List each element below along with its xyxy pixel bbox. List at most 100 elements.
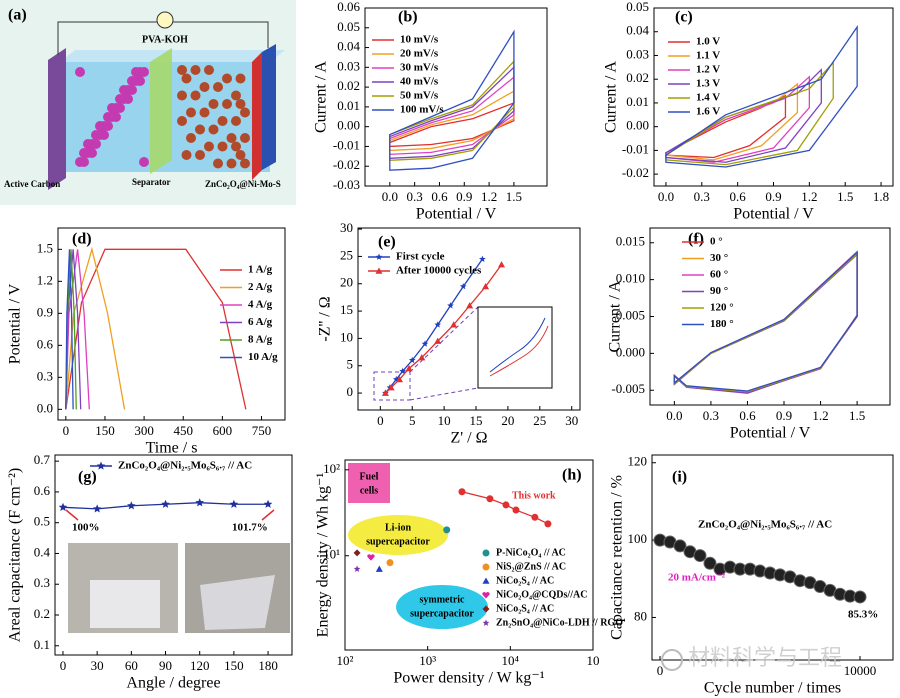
y-tick-label: -0.03: [333, 177, 360, 192]
ion: [91, 130, 101, 140]
series-line: [65, 249, 74, 410]
marker: [421, 340, 429, 347]
annotation: cells: [360, 485, 378, 496]
photo-device: [90, 580, 160, 628]
series-line: [673, 250, 858, 394]
electrode-label: Active Carbon: [4, 179, 60, 189]
ion: [119, 85, 129, 95]
y-tick-label: 0.3: [34, 575, 50, 590]
panel-label: (d): [72, 231, 92, 248]
legend-marker: [375, 267, 383, 274]
particle: [240, 107, 250, 118]
ion: [139, 157, 149, 167]
x-tick-label: 120: [190, 658, 210, 673]
zoom-line: [409, 387, 479, 401]
marker: [92, 504, 102, 513]
annotation: Fuel: [360, 471, 379, 482]
x-tick-label: 0: [377, 413, 384, 428]
watermark-icon: [661, 649, 683, 671]
y-tick-label: 5: [347, 357, 354, 372]
particle: [213, 158, 223, 169]
legend-label: 1.4 V: [696, 92, 720, 104]
region: [348, 463, 390, 503]
legend-marker: [482, 563, 490, 571]
legend-label: 30 mV/s: [400, 62, 439, 74]
tank-top: [60, 50, 285, 62]
marker: [161, 499, 170, 508]
y-tick-label: 0: [347, 384, 354, 399]
y-tick-label: 0.03: [337, 58, 360, 73]
x-tick-label: 0: [63, 423, 70, 438]
y-tick-label: 0.7: [34, 452, 51, 467]
legend-marker: [482, 619, 490, 626]
particle: [186, 133, 196, 143]
legend-label: 60 °: [710, 269, 728, 281]
electrolyte-label: PVA-KOH: [142, 34, 188, 45]
x-axis-label: Power density / W kg⁻¹: [393, 670, 545, 687]
y-tick-label: 0.3: [37, 368, 53, 383]
marker: [353, 565, 361, 572]
particle: [240, 158, 250, 169]
plot-frame: [54, 454, 293, 656]
x-tick-label: 1.5: [849, 408, 865, 423]
wire: [57, 21, 158, 55]
y-axis-label: Potential / V: [7, 283, 24, 364]
marker: [434, 337, 442, 344]
y-tick-label: -0.02: [333, 157, 360, 172]
x-tick-label: 5: [409, 413, 416, 428]
marker: [447, 302, 454, 309]
marker: [531, 513, 539, 521]
series-line: [665, 94, 787, 159]
particle: [204, 141, 214, 152]
x-tick-label: 600: [213, 423, 233, 438]
marker: [544, 520, 552, 528]
legend-label: 10 mV/s: [400, 34, 439, 46]
inset-curve: [489, 325, 549, 377]
annotation: Li-ion: [385, 522, 412, 533]
plot-frame: [357, 227, 581, 411]
marker: [502, 501, 510, 509]
x-tick-label: 750: [252, 423, 272, 438]
marker: [450, 321, 458, 328]
panel-label: (e): [378, 234, 396, 251]
marker: [375, 565, 383, 572]
y-tick-label: 25: [340, 247, 353, 262]
x-tick-label: 60: [125, 658, 138, 673]
current-collector: [262, 44, 276, 170]
series-line: [665, 24, 858, 168]
marker: [498, 261, 506, 268]
marker: [399, 367, 406, 375]
y-tick-label: -0.01: [333, 137, 360, 152]
x-tick-label: 10: [438, 413, 451, 428]
bulb: [156, 11, 174, 29]
marker: [395, 375, 403, 383]
marker: [353, 549, 361, 557]
x-tick-label: 0.3: [703, 408, 719, 423]
x-tick-label: 30: [565, 413, 578, 428]
legend-label: 100 mV/s: [400, 104, 444, 116]
legend-label: 20 mV/s: [400, 48, 439, 60]
zoom-box: [373, 371, 411, 401]
particle: [204, 65, 214, 75]
x-tick-label: 0.0: [658, 189, 674, 204]
y-tick-label: 0.01: [626, 94, 649, 109]
x-tick-label: 150: [95, 423, 115, 438]
inset-curve: [489, 317, 546, 373]
marker: [703, 556, 717, 570]
y-tick-label: 0.5: [34, 514, 50, 529]
series-line: [389, 89, 515, 152]
marker: [853, 590, 867, 604]
y-tick-label: 10²: [323, 461, 340, 476]
particle: [217, 141, 228, 152]
marker: [386, 559, 394, 567]
marker: [482, 282, 490, 290]
annotation: supercapacitor: [366, 536, 430, 547]
legend-label: NiS₂@ZnS // AC: [496, 561, 566, 572]
plot-frame: [364, 7, 548, 187]
y-tick-label: 0.6: [34, 483, 51, 498]
x-tick-label: 90: [159, 658, 172, 673]
particle: [177, 65, 187, 75]
series-line: [673, 250, 858, 392]
y-axis-label: Capacitance retention / %: [609, 475, 626, 640]
plot-frame: [344, 459, 594, 651]
